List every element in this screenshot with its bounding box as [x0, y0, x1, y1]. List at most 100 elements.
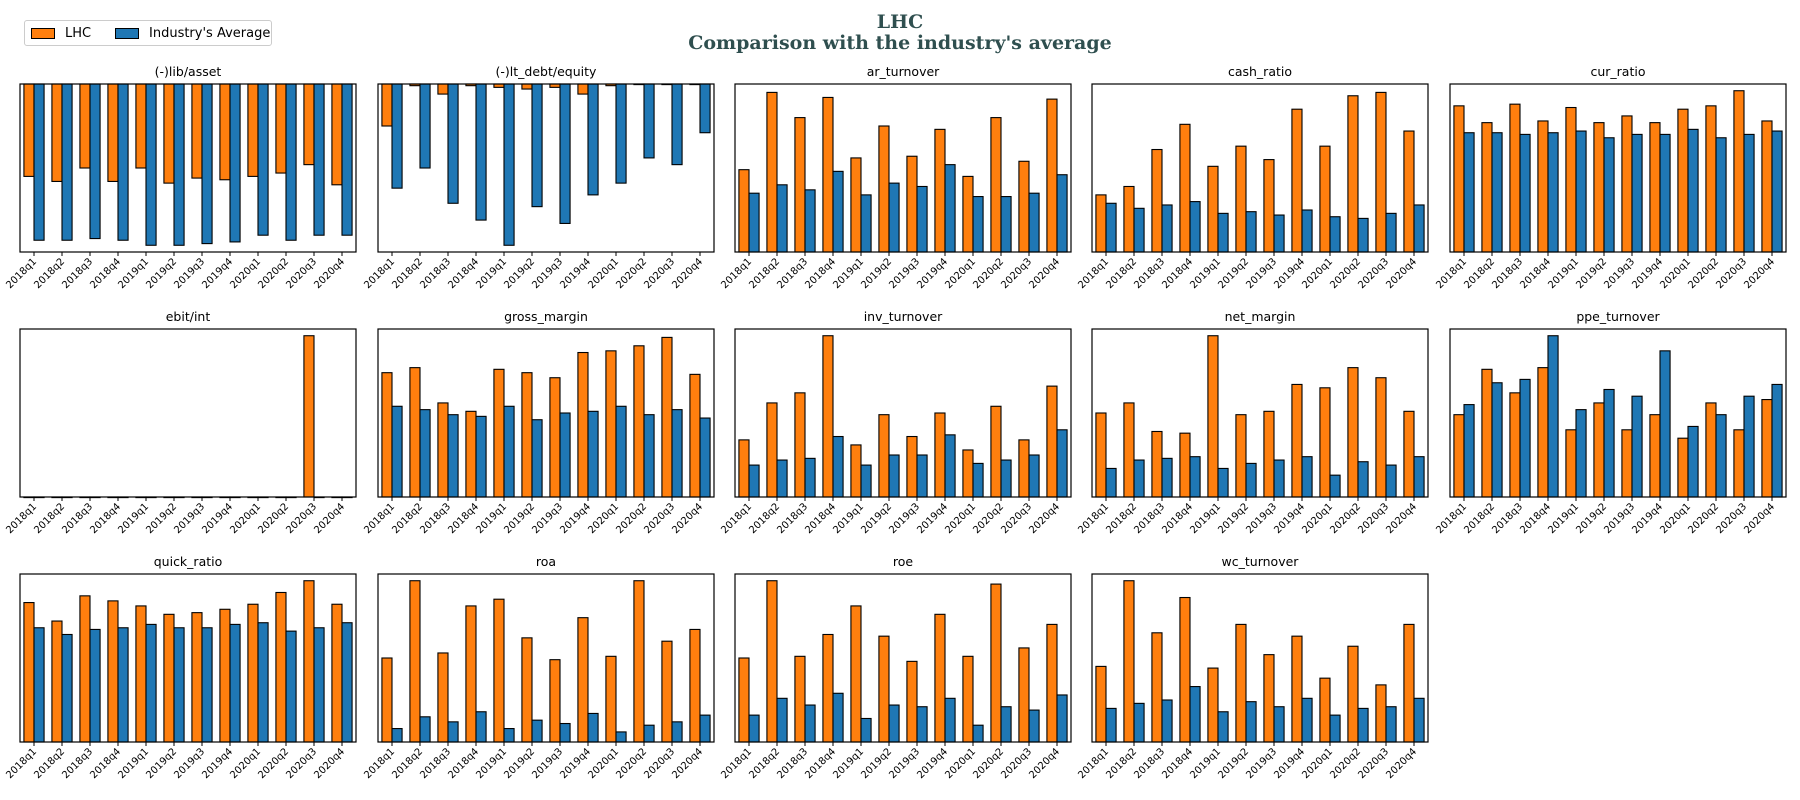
bar-company	[465, 605, 477, 743]
plot-frame	[19, 83, 357, 253]
bar-company	[1018, 439, 1030, 498]
plot-frame	[1091, 328, 1429, 498]
bar-industry	[587, 712, 599, 743]
bar-company	[878, 414, 890, 498]
bar-industry	[1245, 462, 1257, 498]
bar-company	[437, 402, 449, 498]
bar-company	[51, 620, 63, 743]
bar-company	[1263, 159, 1275, 253]
bar-company	[1565, 429, 1577, 498]
bar-industry	[531, 719, 543, 743]
x-tick-label: 2020q4	[312, 256, 347, 291]
bar-company	[107, 600, 119, 743]
bar-company	[1291, 635, 1303, 743]
subplot-title: ppe_turnover	[1576, 309, 1660, 324]
subplot: cur_ratio2018q12018q22018q32018q42019q12…	[1434, 64, 1787, 291]
bar-company	[1046, 385, 1058, 498]
bar-industry	[1056, 174, 1068, 253]
subplot-title: cur_ratio	[1590, 64, 1645, 79]
bar-industry	[447, 721, 459, 743]
subplot-title: roe	[893, 554, 914, 569]
bar-industry	[776, 459, 788, 498]
bar-industry	[89, 628, 101, 743]
bar-industry	[475, 711, 487, 743]
bar-company	[934, 613, 946, 743]
bar-company	[1235, 414, 1247, 498]
bar-company	[1347, 95, 1359, 253]
bar-industry	[1413, 204, 1425, 253]
bar-industry	[1245, 701, 1257, 743]
bar-company	[437, 652, 449, 743]
bar-industry	[1273, 214, 1285, 253]
bar-industry	[391, 728, 403, 743]
bar-company	[577, 351, 589, 498]
bar-industry	[503, 405, 515, 498]
bar-company	[794, 117, 806, 253]
bar-industry	[1133, 459, 1145, 498]
x-tick-label: 2020q4	[1742, 256, 1777, 291]
bar-company	[1593, 122, 1605, 253]
bar-company	[135, 83, 147, 169]
bar-industry	[972, 724, 984, 743]
bar-company	[605, 655, 617, 743]
bar-company	[1123, 185, 1135, 253]
x-tick-label: 2020q4	[1384, 746, 1419, 781]
bar-company	[738, 169, 750, 253]
bar-industry	[643, 724, 655, 743]
legend-swatch-company	[31, 27, 55, 39]
bar-industry	[1357, 707, 1369, 743]
bar-company	[1319, 387, 1331, 498]
bar-company	[822, 96, 834, 253]
bar-company	[605, 350, 617, 498]
bar-company	[303, 83, 315, 166]
bar-industry	[1217, 212, 1229, 253]
bar-company	[275, 591, 287, 743]
legend-item-industry: Industry's Average	[115, 25, 270, 41]
bar-industry	[503, 728, 515, 743]
subplot: quick_ratio2018q12018q22018q32018q42019q…	[4, 554, 357, 781]
subplot-title: gross_margin	[504, 309, 588, 324]
bar-industry	[1413, 456, 1425, 498]
bar-company	[1621, 115, 1633, 253]
bar-industry	[748, 464, 760, 498]
bar-industry	[1133, 207, 1145, 253]
x-tick-label: 2020q4	[312, 746, 347, 781]
bar-company	[1375, 377, 1387, 498]
bar-industry	[285, 630, 297, 743]
bar-industry	[61, 83, 73, 241]
bar-industry	[145, 623, 157, 743]
bar-industry	[1105, 202, 1117, 253]
bar-company	[990, 405, 1002, 498]
bar-industry	[89, 83, 101, 240]
bar-industry	[699, 714, 711, 743]
bar-company	[247, 603, 259, 743]
bar-company	[1733, 90, 1745, 253]
bar-industry	[804, 189, 816, 253]
bar-company	[493, 598, 505, 743]
figure-title: LHC Comparison with the industry's avera…	[0, 12, 1800, 54]
bar-industry	[888, 704, 900, 743]
bar-industry	[1056, 429, 1068, 498]
figure-title-line2: Comparison with the industry's average	[688, 32, 1112, 54]
bar-company	[1207, 667, 1219, 743]
bar-industry	[447, 414, 459, 498]
bar-industry	[1329, 474, 1341, 498]
bar-industry	[285, 83, 297, 241]
bar-industry	[1687, 128, 1699, 253]
plot-frame	[1091, 573, 1429, 743]
bar-company	[1291, 108, 1303, 253]
bar-industry	[391, 83, 403, 189]
bar-company	[766, 402, 778, 498]
bar-industry	[1547, 335, 1559, 498]
subplot: ppe_turnover2018q12018q22018q32018q42019…	[1434, 309, 1787, 536]
bar-company	[1151, 148, 1163, 253]
bar-industry	[776, 184, 788, 253]
bar-industry	[1463, 132, 1475, 253]
bar-company	[1481, 122, 1493, 253]
bar-company	[1761, 120, 1773, 253]
bar-company	[990, 583, 1002, 743]
bar-industry	[1547, 132, 1559, 253]
bar-industry	[1357, 461, 1369, 498]
bar-industry	[1463, 404, 1475, 498]
